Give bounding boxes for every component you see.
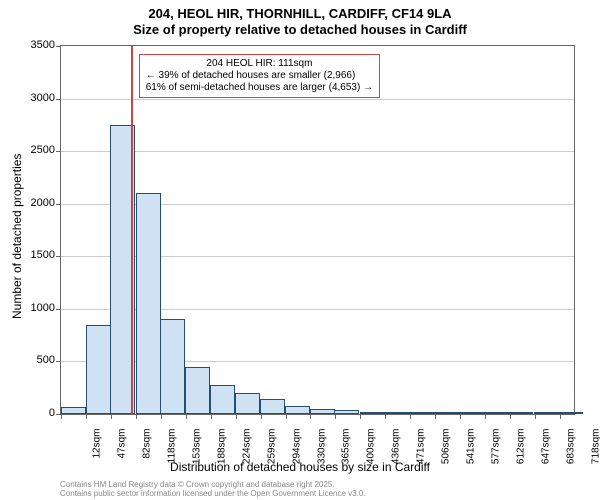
annotation-line-2: ← 39% of detached houses are smaller (2,… bbox=[146, 70, 373, 82]
x-tick-label: 541sqm bbox=[466, 429, 477, 469]
histogram-bar bbox=[185, 367, 210, 414]
y-tick-label: 1000 bbox=[15, 302, 55, 314]
x-tick-label: 718sqm bbox=[590, 429, 600, 469]
histogram-bar bbox=[160, 319, 185, 414]
title-line-1: 204, HEOL HIR, THORNHILL, CARDIFF, CF14 … bbox=[0, 6, 600, 21]
x-tick-mark bbox=[310, 414, 311, 419]
histogram-bar bbox=[534, 412, 559, 414]
histogram-bar bbox=[558, 412, 583, 414]
x-tick-mark bbox=[136, 414, 137, 419]
y-tick-label: 2000 bbox=[15, 197, 55, 209]
x-tick-mark bbox=[535, 414, 536, 419]
x-tick-mark bbox=[460, 414, 461, 419]
x-tick-mark bbox=[86, 414, 87, 419]
histogram-bar bbox=[409, 412, 434, 414]
y-tick-label: 0 bbox=[15, 407, 55, 419]
annotation-line-3: 61% of semi-detached houses are larger (… bbox=[146, 82, 373, 94]
x-tick-mark bbox=[510, 414, 511, 419]
y-tick-mark bbox=[56, 256, 61, 257]
y-tick-label: 500 bbox=[15, 354, 55, 366]
x-tick-mark bbox=[410, 414, 411, 419]
x-tick-label: 118sqm bbox=[166, 429, 177, 469]
x-tick-label: 683sqm bbox=[565, 429, 576, 469]
x-tick-mark bbox=[335, 414, 336, 419]
histogram-bar bbox=[61, 407, 86, 414]
x-tick-label: 12sqm bbox=[92, 429, 103, 469]
annotation-line-1: 204 HEOL HIR: 111sqm bbox=[146, 58, 373, 70]
y-tick-mark bbox=[56, 204, 61, 205]
x-tick-label: 577sqm bbox=[491, 429, 502, 469]
y-tick-label: 3000 bbox=[15, 92, 55, 104]
y-tick-label: 1500 bbox=[15, 249, 55, 261]
x-tick-mark bbox=[286, 414, 287, 419]
histogram-bar bbox=[210, 385, 235, 414]
gridline bbox=[61, 151, 574, 152]
histogram-bar bbox=[484, 412, 509, 414]
gridline bbox=[61, 99, 574, 100]
x-tick-mark bbox=[261, 414, 262, 419]
histogram-bar bbox=[285, 406, 310, 414]
y-tick-mark bbox=[56, 46, 61, 47]
x-tick-label: 647sqm bbox=[541, 429, 552, 469]
x-tick-label: 294sqm bbox=[291, 429, 302, 469]
x-tick-label: 400sqm bbox=[366, 429, 377, 469]
histogram-bar bbox=[310, 409, 335, 414]
x-tick-mark bbox=[61, 414, 62, 419]
x-tick-label: 612sqm bbox=[516, 429, 527, 469]
histogram-bar bbox=[459, 412, 484, 414]
x-tick-mark bbox=[211, 414, 212, 419]
histogram-bar bbox=[235, 393, 260, 414]
y-axis-label: Number of detached properties bbox=[10, 154, 24, 319]
histogram-bar bbox=[360, 412, 385, 414]
x-tick-label: 471sqm bbox=[416, 429, 427, 469]
x-tick-label: 436sqm bbox=[391, 429, 402, 469]
y-tick-mark bbox=[56, 361, 61, 362]
x-tick-label: 224sqm bbox=[241, 429, 252, 469]
plot-area: 204 HEOL HIR: 111sqm ← 39% of detached h… bbox=[60, 45, 575, 415]
marker-line bbox=[131, 46, 133, 414]
y-tick-label: 2500 bbox=[15, 144, 55, 156]
x-tick-mark bbox=[560, 414, 561, 419]
x-tick-mark bbox=[161, 414, 162, 419]
histogram-bar bbox=[434, 412, 459, 414]
histogram-bar bbox=[384, 412, 409, 414]
x-tick-label: 365sqm bbox=[341, 429, 352, 469]
y-tick-mark bbox=[56, 309, 61, 310]
histogram-bar bbox=[334, 410, 359, 414]
x-tick-mark bbox=[186, 414, 187, 419]
x-tick-mark bbox=[485, 414, 486, 419]
x-tick-label: 188sqm bbox=[216, 429, 227, 469]
x-tick-mark bbox=[236, 414, 237, 419]
title-line-2: Size of property relative to detached ho… bbox=[0, 22, 600, 37]
annotation-box: 204 HEOL HIR: 111sqm ← 39% of detached h… bbox=[139, 54, 380, 98]
y-tick-mark bbox=[56, 99, 61, 100]
x-tick-label: 47sqm bbox=[116, 429, 127, 469]
x-tick-label: 259sqm bbox=[266, 429, 277, 469]
y-tick-mark bbox=[56, 151, 61, 152]
x-tick-mark bbox=[111, 414, 112, 419]
histogram-bar bbox=[260, 399, 285, 414]
histogram-bar bbox=[136, 193, 161, 414]
x-tick-label: 82sqm bbox=[141, 429, 152, 469]
chart-container: 204, HEOL HIR, THORNHILL, CARDIFF, CF14 … bbox=[0, 0, 600, 500]
x-tick-mark bbox=[385, 414, 386, 419]
x-tick-mark bbox=[360, 414, 361, 419]
x-tick-label: 153sqm bbox=[191, 429, 202, 469]
x-tick-label: 330sqm bbox=[316, 429, 327, 469]
x-tick-mark bbox=[435, 414, 436, 419]
footer-line-1: Contains HM Land Registry data © Crown c… bbox=[60, 480, 366, 489]
x-tick-label: 506sqm bbox=[441, 429, 452, 469]
histogram-bar bbox=[86, 325, 111, 414]
histogram-bar bbox=[508, 412, 533, 414]
footer: Contains HM Land Registry data © Crown c… bbox=[60, 480, 366, 498]
y-tick-label: 3500 bbox=[15, 39, 55, 51]
footer-line-2: Contains public sector information licen… bbox=[60, 489, 366, 498]
